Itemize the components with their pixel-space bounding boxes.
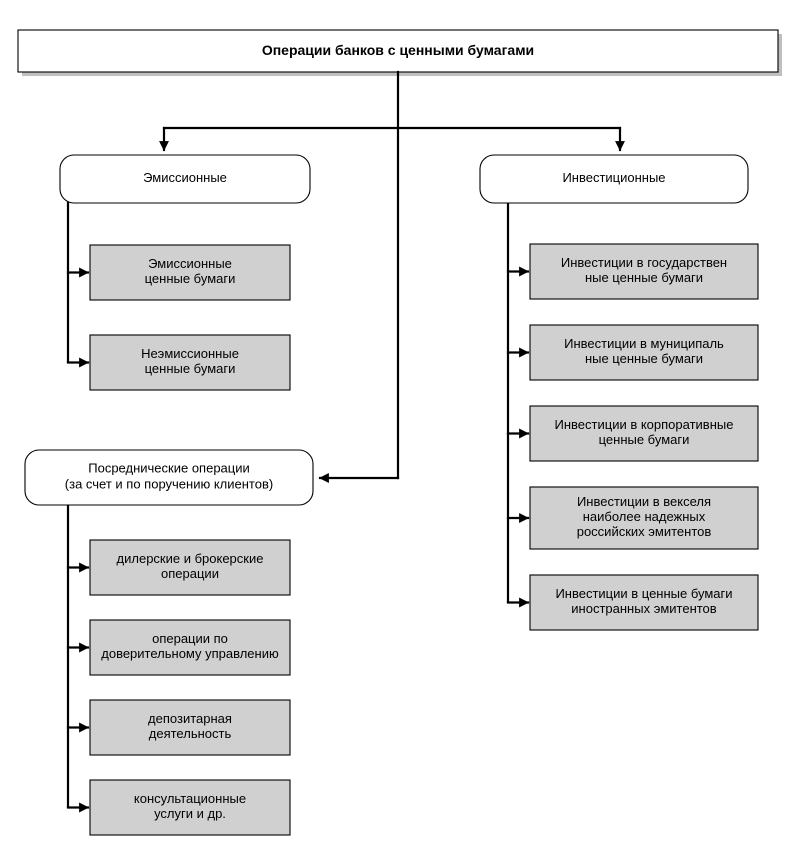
- category-label-emis: Эмиссионные: [143, 170, 227, 185]
- title-label: Операции банков с ценными бумагами: [262, 42, 534, 58]
- item-label-emis-1: Неэмиссионныеценные бумаги: [141, 346, 239, 376]
- category-label-inv: Инвестиционные: [562, 170, 665, 185]
- category-label-posr: Посреднические операции(за счет и по пор…: [65, 461, 273, 492]
- item-label-emis-0: Эмиссионныеценные бумаги: [145, 256, 236, 286]
- item-label-inv-10: Инвестиции в ценные бумагииностранных эм…: [555, 586, 732, 616]
- item-label-inv-6: Инвестиции в государственные ценные бума…: [561, 255, 727, 285]
- item-label-inv-9: Инвестиции в векселянаиболее надежныхрос…: [577, 494, 712, 539]
- item-label-inv-7: Инвестиции в муниципальные ценные бумаги: [564, 336, 724, 366]
- item-label-posr-4: депозитарнаядеятельность: [148, 711, 232, 741]
